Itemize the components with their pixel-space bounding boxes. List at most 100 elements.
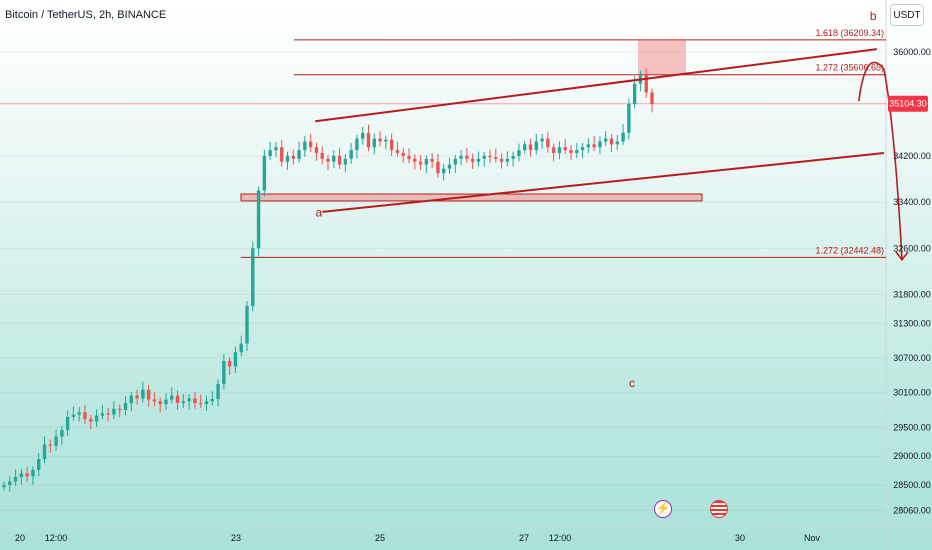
candle-body: [280, 147, 284, 162]
y-tick-label: 28060.00: [893, 505, 931, 515]
candle-body: [233, 352, 238, 367]
chart-title: Bitcoin / TetherUS, 2h, BINANCE: [5, 9, 167, 21]
y-tick-label: 31300.00: [893, 318, 931, 328]
target-zone-rect: [638, 39, 686, 75]
candle-body: [285, 155, 290, 162]
candle-body: [291, 155, 295, 159]
candle-body: [569, 150, 573, 154]
candle-body: [320, 153, 324, 159]
candle-body: [604, 138, 608, 142]
candle-body: [83, 412, 87, 420]
candle-body: [407, 155, 411, 159]
candle-body: [245, 306, 249, 344]
channel-upper-line: [315, 48, 877, 123]
y-tick-label: 29000.00: [893, 451, 931, 461]
candle-body: [48, 444, 52, 446]
candle-body: [534, 141, 538, 151]
y-tick-label: 31800.00: [893, 289, 931, 299]
candle-body: [94, 415, 99, 422]
candle-body: [71, 414, 76, 417]
support-zone-rect: [240, 193, 703, 202]
support-zone: [240, 39, 703, 202]
bolt-icon[interactable]: ⚡: [654, 500, 672, 518]
candle-body: [505, 158, 510, 162]
wave-label-a: a: [315, 206, 322, 220]
projection-arrowhead: [895, 251, 909, 262]
candle-body: [389, 139, 394, 151]
fib-level-label: 1.272 (32442.48): [815, 245, 884, 255]
candle-body: [499, 158, 504, 162]
candle-body: [615, 141, 619, 145]
candle-body: [112, 408, 116, 415]
x-tick-label: 23: [231, 533, 241, 543]
y-tick-label: 34200.00: [893, 151, 931, 161]
candle-body: [13, 476, 18, 482]
candle-body: [476, 158, 481, 162]
candle-body: [632, 83, 637, 104]
candle-body: [54, 436, 58, 446]
candle-body: [592, 144, 596, 148]
candle-body: [644, 75, 648, 93]
candle-body: [314, 147, 319, 154]
candle-body: [251, 248, 255, 307]
candle-body: [627, 103, 631, 133]
candle-body: [42, 444, 47, 460]
candle-body: [488, 155, 492, 158]
candle-body: [31, 469, 35, 477]
candle-body: [580, 147, 585, 151]
wave-label-b: b: [870, 9, 877, 23]
candle-body: [297, 150, 301, 159]
candle-body: [129, 395, 133, 404]
candle-body: [384, 139, 388, 142]
candle-body: [170, 395, 174, 400]
fib-level-label: 1.272 (35606.65): [815, 63, 884, 73]
x-tick-label: 20: [15, 533, 25, 543]
x-tick-label: 30: [735, 533, 745, 543]
y-axis: 36000.00 34200.00 33400.00 32600.00 31800.00…: [888, 47, 931, 515]
candle-body: [598, 141, 602, 148]
currency-button[interactable]: USDT: [890, 4, 924, 26]
current-price-tag: [888, 95, 928, 112]
y-tick-label: 28500.00: [893, 480, 931, 490]
candle-body: [274, 147, 278, 151]
candle-body: [37, 459, 41, 470]
candle-body: [227, 360, 232, 367]
candle-body: [650, 92, 654, 104]
us-flag-icon[interactable]: [710, 500, 728, 518]
x-tick-label: 12:00: [45, 533, 68, 543]
y-tick-label: 33400.00: [893, 197, 931, 207]
candle-body: [470, 158, 475, 162]
y-tick-label: 29500.00: [893, 422, 931, 432]
candle-body: [465, 155, 469, 159]
channel-lines: [315, 48, 885, 213]
candle-body: [453, 158, 457, 165]
wave-labels: a b c: [315, 9, 876, 390]
y-tick-label: 30700.00: [893, 353, 931, 363]
candle-body: [199, 403, 203, 405]
candle-body: [621, 132, 625, 142]
candle-body: [372, 138, 376, 148]
candle-body: [349, 150, 353, 159]
y-tick-label: 30100.00: [893, 388, 931, 398]
candle-body: [60, 430, 64, 437]
candle-body: [343, 158, 348, 165]
candle-body: [430, 158, 434, 162]
candle-body: [401, 153, 405, 156]
candle-body: [575, 150, 579, 154]
candle-body: [8, 481, 12, 485]
candle-body: [152, 399, 157, 402]
candle-body: [2, 485, 6, 488]
candle-body: [164, 399, 168, 405]
y-tick-label: 32600.00: [893, 243, 931, 253]
candle-body: [187, 398, 191, 402]
x-tick-label: 12:00: [549, 533, 572, 543]
candle-body: [540, 138, 544, 142]
candle-body: [459, 155, 463, 159]
candle-body: [181, 401, 186, 404]
candle-body: [222, 360, 226, 384]
candle-body: [204, 401, 209, 405]
candle-body: [100, 413, 105, 416]
